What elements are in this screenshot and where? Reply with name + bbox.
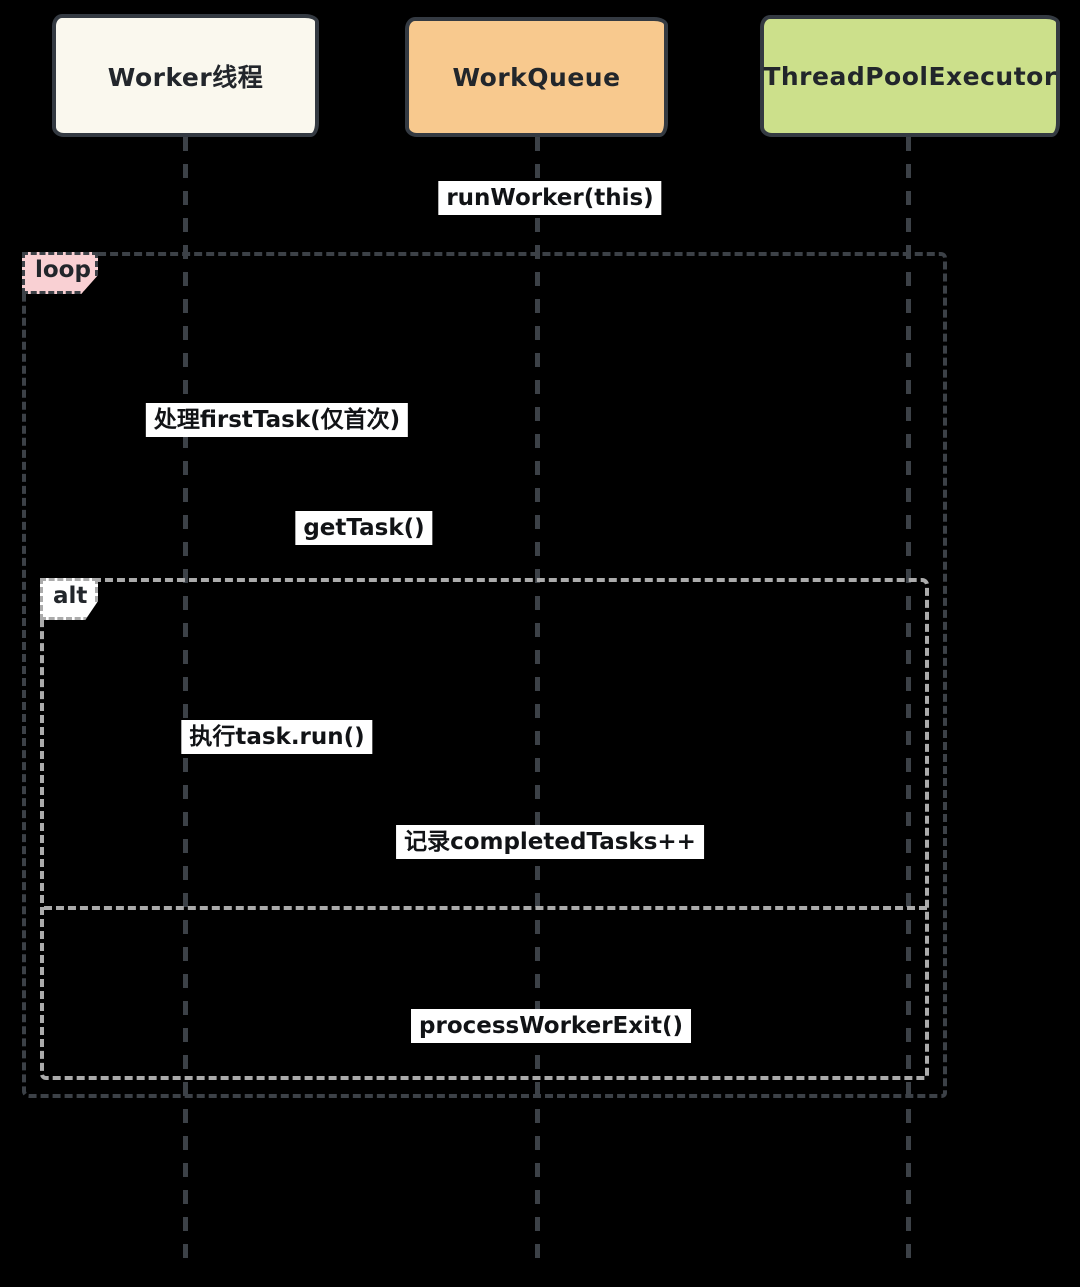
alt-frame-tag: alt [40, 578, 98, 620]
participant-box-workqueue: WorkQueue [405, 17, 668, 137]
participant-label-worker: Worker线程 [107, 62, 264, 92]
lifeline-worker [183, 137, 188, 1270]
participant-box-threadpoolexecutor: ThreadPoolExecutor [760, 15, 1060, 137]
message-processworkerexit: processWorkerExit() [411, 1009, 691, 1044]
message-label: runWorker(this) [446, 185, 654, 211]
message-label: getTask() [303, 515, 425, 541]
loop-frame-label: loop [35, 257, 91, 283]
alt-frame-label: alt [53, 583, 88, 609]
message-label: processWorkerExit() [419, 1013, 683, 1039]
lifeline-workqueue [535, 137, 540, 1270]
alt-frame [40, 578, 929, 1080]
loop-frame [22, 252, 947, 1098]
message-record-completedtasks: 记录completedTasks++ [396, 825, 704, 860]
message-label: 处理firstTask(仅首次) [153, 407, 401, 433]
message-gettask: getTask() [295, 511, 433, 546]
message-handle-firsttask: 处理firstTask(仅首次) [145, 403, 409, 438]
participant-label-threadpoolexecutor: ThreadPoolExecutor [763, 61, 1057, 91]
alt-frame-divider [44, 906, 927, 910]
participant-label-workqueue: WorkQueue [452, 62, 621, 92]
message-label: 执行task.run() [189, 724, 365, 750]
message-label: 记录completedTasks++ [404, 829, 696, 855]
message-runworker-this: runWorker(this) [438, 181, 662, 216]
message-execute-task-run: 执行task.run() [181, 720, 373, 755]
loop-frame-tag: loop [22, 252, 98, 294]
participant-box-worker: Worker线程 [52, 14, 319, 137]
lifeline-threadpoolexecutor [906, 137, 911, 1270]
